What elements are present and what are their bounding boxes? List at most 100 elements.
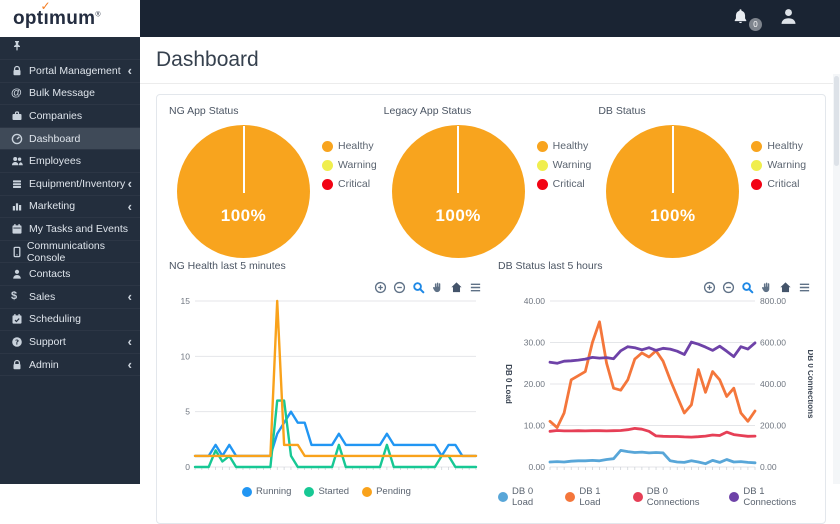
legend-item-critical[interactable]: Critical	[751, 178, 806, 190]
sidebar-item-label: Portal Management	[29, 64, 121, 77]
legend-item-healthy[interactable]: Healthy	[536, 140, 592, 152]
zoom-out-icon[interactable]	[393, 281, 406, 294]
series-db-1-load	[548, 320, 757, 430]
y-tick-label: 15	[181, 296, 191, 306]
scrollbar-track[interactable]	[833, 74, 840, 484]
sidebar-item-label: My Tasks and Events	[29, 222, 129, 235]
ng-health-chart[interactable]: 0 5 10 15	[169, 295, 484, 481]
legend-item-db-0-load[interactable]: DB 0 Load	[498, 486, 552, 508]
pan-icon[interactable]	[431, 281, 444, 294]
legend-item-healthy[interactable]: Healthy	[322, 140, 377, 152]
sidebar-item-companies[interactable]: Companies	[0, 105, 140, 128]
sidebar-item-dashboard[interactable]: Dashboard	[0, 127, 140, 151]
user-menu-button[interactable]	[779, 7, 798, 31]
pin-icon	[11, 39, 23, 57]
search-icon[interactable]	[412, 281, 425, 294]
notifications-button[interactable]: 0	[732, 8, 762, 31]
pie-slice-divider	[457, 126, 460, 193]
scrollbar-thumb[interactable]	[834, 76, 839, 166]
lock-icon	[11, 65, 29, 77]
menu-icon[interactable]	[798, 281, 811, 294]
y2-tick-label: 200.00	[760, 421, 786, 431]
legend-item-critical[interactable]: Critical	[536, 178, 592, 190]
legend-item-db-1-connections[interactable]: DB 1 Connections	[729, 486, 813, 508]
pan-icon[interactable]	[760, 281, 773, 294]
legend-item-warning[interactable]: Warning	[751, 159, 806, 171]
legend-dot	[322, 140, 333, 152]
legend-item-healthy[interactable]: Healthy	[751, 140, 806, 152]
bell-icon	[732, 8, 749, 29]
y-tick-label: 0	[185, 462, 190, 472]
sidebar-item-scheduling[interactable]: Scheduling	[0, 309, 140, 332]
sidebar-pin-button[interactable]	[0, 37, 140, 60]
sidebar-item-equipment-inventory[interactable]: Equipment/Inventory ‹	[0, 173, 140, 196]
legend-dot	[536, 159, 548, 171]
sidebar-item-label: Admin	[29, 358, 59, 371]
sidebar-item-employees[interactable]: Employees	[0, 150, 140, 173]
chart-toolbar	[498, 280, 811, 294]
sidebar-item-marketing[interactable]: Marketing ‹	[0, 196, 140, 219]
y2-tick-label: 400.00	[760, 379, 786, 389]
legend-dot	[751, 159, 763, 171]
chevron-left-icon: ‹	[127, 334, 132, 350]
db-status-panel: DB Status last 5 hours 0.00 10.00 20.00 30.…	[498, 260, 815, 508]
y2-tick-label: 0.00	[760, 462, 777, 472]
page-title: Dashboard	[156, 48, 259, 71]
legend-dot	[751, 140, 763, 152]
home-icon[interactable]	[450, 281, 463, 294]
pie-chart[interactable]: 100%	[391, 125, 525, 258]
legend-item-started[interactable]: Started	[304, 486, 349, 497]
y-tick-label: 30.00	[524, 338, 546, 348]
y2-tick-label: 800.00	[760, 296, 786, 306]
pie-chart[interactable]: 100%	[606, 125, 740, 258]
sidebar-item-label: Support	[29, 335, 66, 348]
zoom-in-icon[interactable]	[703, 281, 716, 294]
sidebar-nav: Portal Management ‹ @ Bulk Message Companies…	[0, 60, 140, 377]
db-status-chart[interactable]: 0.00 10.00 20.00 30.00 40.00 0.00 200.00 400.00…	[498, 295, 815, 481]
sidebar-item-bulk-message[interactable]: @ Bulk Message	[0, 83, 140, 106]
pie-legend: Healthy Warning Critical	[536, 140, 592, 258]
sidebar-item-portal-management[interactable]: Portal Management ‹	[0, 60, 140, 83]
sidebar-item-communications-console[interactable]: Communications Console	[0, 239, 140, 264]
schedule-icon	[11, 313, 29, 325]
sidebar-item-contacts[interactable]: Contacts	[0, 263, 140, 286]
legend-item-db-0-connections[interactable]: DB 0 Connections	[632, 486, 717, 508]
users-icon	[11, 155, 29, 167]
notification-count-badge: 0	[749, 17, 762, 31]
legend-item-warning[interactable]: Warning	[536, 159, 591, 171]
pie-legend: Healthy Warning Critical	[322, 140, 377, 258]
app-logo[interactable]: optı ✓ mum®	[0, 0, 140, 37]
chevron-left-icon: ‹	[127, 198, 132, 214]
legend-dot	[304, 486, 315, 497]
legend-item-db-1-load[interactable]: DB 1 Load	[565, 486, 619, 508]
zoom-out-icon[interactable]	[722, 281, 735, 294]
chevron-left-icon: ‹	[127, 176, 132, 192]
legend-dot	[565, 492, 576, 502]
pie-chart[interactable]: 100%	[177, 125, 310, 258]
dashboard-card: NG App Status 100% Healthy Warning Critical L…	[156, 94, 826, 524]
legend-item-pending[interactable]: Pending	[362, 486, 411, 497]
menu-icon[interactable]	[469, 281, 482, 294]
legend-item-warning[interactable]: Warning	[322, 159, 377, 171]
marketing-icon	[11, 200, 29, 212]
search-icon[interactable]	[741, 281, 754, 294]
top-bar: 0	[0, 0, 840, 37]
sidebar-item-label: Scheduling	[29, 313, 81, 326]
sidebar-item-admin[interactable]: Admin ‹	[0, 354, 140, 377]
dashboard-icon	[11, 133, 29, 145]
sidebar-item-my-tasks-and-events[interactable]: My Tasks and Events	[0, 218, 140, 241]
sidebar-item-label: Communications Console	[26, 239, 106, 264]
pie-title: DB Status	[598, 105, 646, 117]
sidebar-item-label: Employees	[29, 155, 81, 168]
legend-dot	[536, 178, 548, 190]
legend-dot	[362, 486, 373, 497]
y2-axis-title: DB 0 Connections	[806, 350, 813, 419]
zoom-in-icon[interactable]	[374, 281, 387, 294]
legend-item-critical[interactable]: Critical	[322, 178, 377, 190]
sidebar-item-sales[interactable]: $ Sales ‹	[0, 286, 140, 309]
legend-dot	[536, 140, 548, 152]
legend-item-running[interactable]: Running	[242, 486, 291, 497]
sidebar-item-support[interactable]: ? Support ‹	[0, 331, 140, 354]
pie-panel-legacy-app-status: Legacy App Status 100% Healthy Warning Criti…	[384, 105, 599, 258]
home-icon[interactable]	[779, 281, 792, 294]
